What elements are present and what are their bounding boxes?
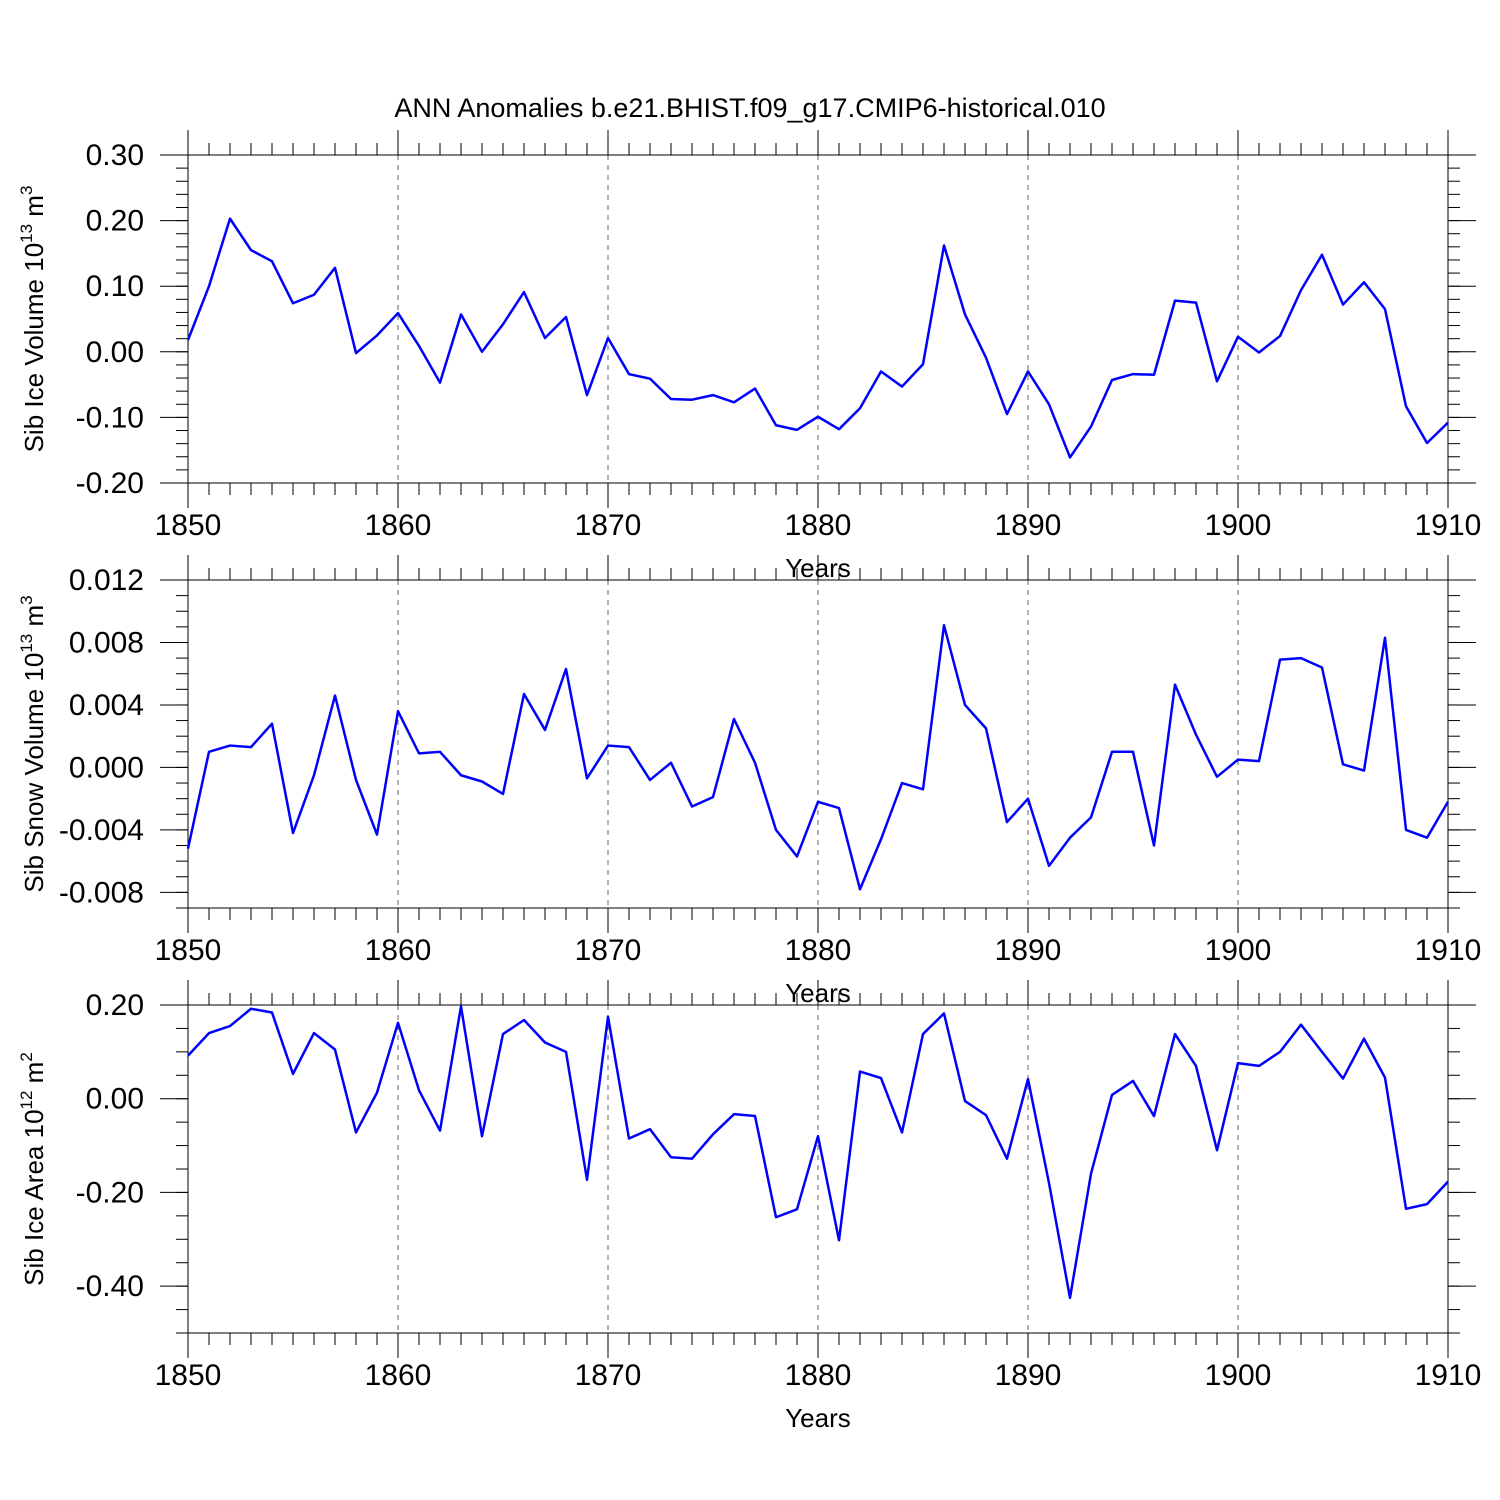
y-tick-label: 0.008 <box>69 626 144 659</box>
x-tick-label: 1900 <box>1205 934 1272 967</box>
chart-title: ANN Anomalies b.e21.BHIST.f09_g17.CMIP6-… <box>394 93 1105 123</box>
x-tick-label: 1910 <box>1415 934 1482 967</box>
y-tick-label: -0.008 <box>59 876 144 909</box>
x-tick-label: 1860 <box>365 509 432 542</box>
y-tick-label: -0.10 <box>76 401 144 434</box>
ice-volume-panel: 1850 1860 1870 1880 1890 1900 1910Years-0.20-0… <box>17 130 1481 583</box>
x-tick-label: 1880 <box>785 509 852 542</box>
x-tick-label: 1850 <box>155 1359 222 1392</box>
x-tick-label: 1900 <box>1205 1359 1272 1392</box>
y-tick-label: 0.000 <box>69 751 144 784</box>
y-tick-label: 0.00 <box>86 1083 144 1116</box>
y-tick-label: -0.20 <box>76 467 144 500</box>
y-axis-label-superscript: 2 <box>17 1052 36 1061</box>
x-tick-label: 1910 <box>1415 1359 1482 1392</box>
y-tick-label: 0.004 <box>69 689 144 722</box>
y-axis-label-superscript: 13 <box>17 634 36 653</box>
series-line <box>186 624 1450 891</box>
y-axis-label: Sib Snow Volume 1013 m3 <box>17 595 49 892</box>
x-tick-label: 1880 <box>785 934 852 967</box>
x-tick-label: 1870 <box>575 509 642 542</box>
y-tick-label: 0.20 <box>86 989 144 1022</box>
x-tick-label: 1890 <box>995 934 1062 967</box>
y-tick-label: 0.20 <box>86 205 144 238</box>
ice-area-panel: 1850 1860 1870 1880 1890 1900 1910 Years -0.40 -0… <box>17 980 1481 1433</box>
x-tick-label: 1890 <box>995 509 1062 542</box>
y-axis-label-superscript: 12 <box>17 1091 36 1110</box>
x-tick-label: 1900 <box>1205 509 1272 542</box>
y-axis-label-superscript: 13 <box>17 224 36 243</box>
series-line <box>187 1005 1449 1300</box>
x-tick-label: 1870 <box>575 1359 642 1392</box>
y-axis-label-superscript: 3 <box>17 186 36 195</box>
x-axis-label: Years <box>785 1403 851 1433</box>
y-axis-label-text: m <box>19 195 49 224</box>
x-tick-label: 1850 <box>155 934 222 967</box>
x-tick-label: 1910 <box>1415 509 1482 542</box>
series-line <box>186 217 1449 459</box>
y-axis-label-text: Sib Snow Volume 10 <box>19 653 49 893</box>
x-tick-label: 1880 <box>785 1359 852 1392</box>
x-tick-label: 1890 <box>995 1359 1062 1392</box>
y-tick-label: 0.10 <box>86 270 144 303</box>
y-axis-label-text: Sib Ice Area 10 <box>19 1109 49 1285</box>
y-axis-label: Sib Ice Volume 1013 m3 <box>17 186 49 453</box>
x-tick-label: 1860 <box>365 934 432 967</box>
y-tick-label: -0.40 <box>76 1270 144 1303</box>
y-tick-label: 0.012 <box>69 564 144 597</box>
y-axis-label-superscript: 3 <box>17 595 36 604</box>
x-tick-label: 1850 <box>155 509 222 542</box>
y-tick-label: -0.20 <box>76 1176 144 1209</box>
y-axis-label-text: m <box>19 1062 49 1091</box>
x-tick-label: 1860 <box>365 1359 432 1392</box>
y-axis-label-text: m <box>19 605 49 634</box>
y-axis-label-text: Sib Ice Volume 10 <box>19 243 49 453</box>
y-axis-label: Sib Ice Area 1012 m2 <box>17 1052 49 1286</box>
y-tick-label: 0.00 <box>86 336 144 369</box>
y-tick-label: -0.004 <box>59 814 144 847</box>
snow-volume-panel: 1850 1860 1870 1880 1890 1900 1910Years-0.008-… <box>17 555 1481 1008</box>
y-tick-label: 0.30 <box>86 139 144 172</box>
x-tick-label: 1870 <box>575 934 642 967</box>
